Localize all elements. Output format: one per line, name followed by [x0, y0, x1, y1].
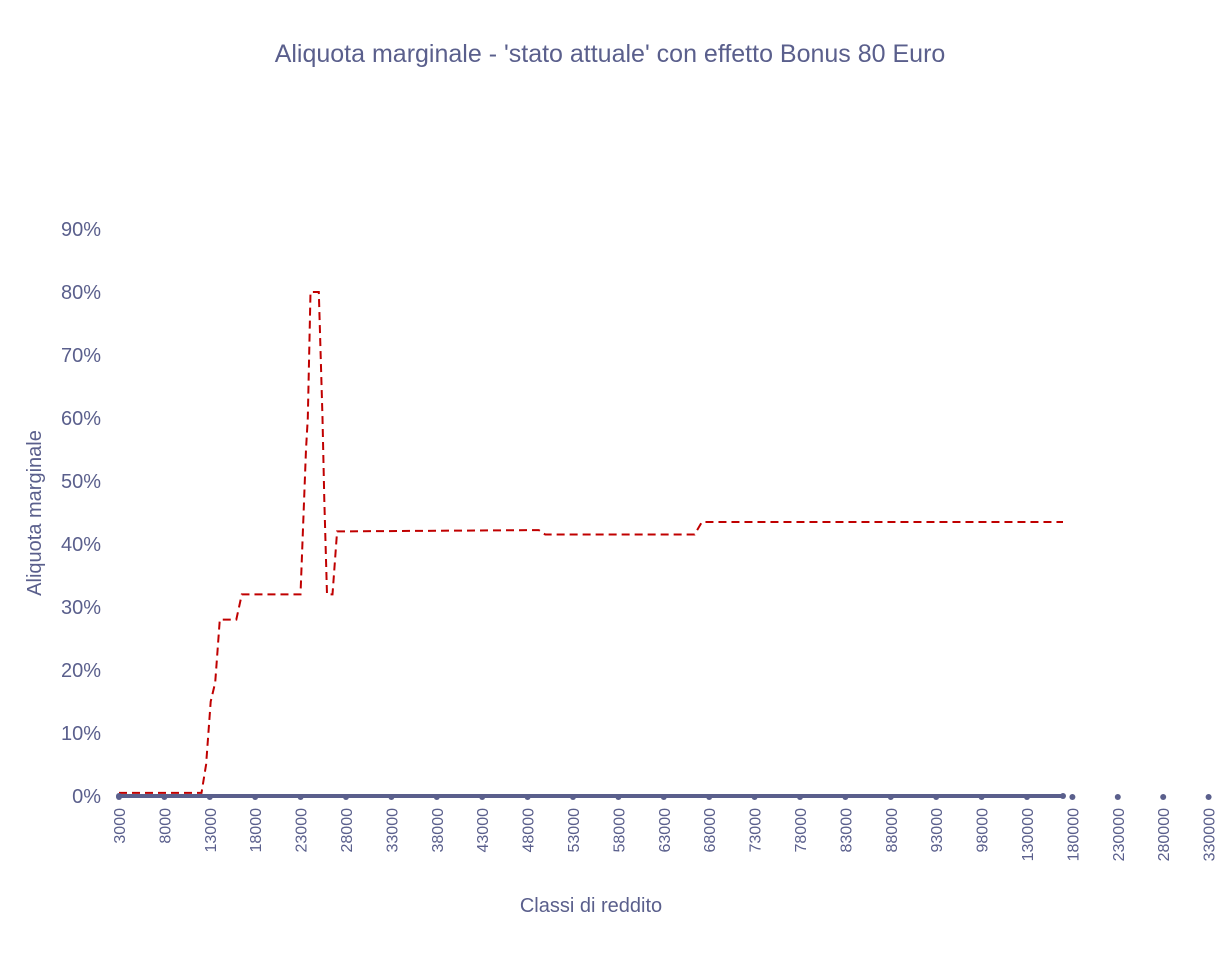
y-tick-label: 20%	[61, 660, 101, 682]
y-tick-label: 80%	[61, 282, 101, 304]
x-tick-label: 63000	[657, 808, 674, 853]
y-axis-label: Aliquota marginale	[24, 430, 46, 596]
y-tick-label: 30%	[61, 597, 101, 619]
x-tick-label: 88000	[884, 808, 901, 853]
x-tick-label: 68000	[702, 808, 719, 853]
y-tick-label: 70%	[61, 345, 101, 367]
x-tick-label: 98000	[975, 808, 992, 853]
y-tick-label: 60%	[61, 408, 101, 430]
x-tick-label: 180000	[1065, 808, 1082, 861]
x-axis-ticks: 3000 8000 13000 18000 23000 28000 33000 38000 43…	[112, 794, 1219, 861]
x-tick-mark	[1160, 794, 1167, 800]
y-tick-label: 0%	[72, 786, 101, 808]
x-tick-label: 230000	[1111, 808, 1128, 861]
x-tick-label: 73000	[748, 808, 765, 853]
x-tick-label: 18000	[248, 808, 265, 853]
x-tick-mark	[1114, 794, 1121, 800]
baseline-marker	[1060, 793, 1066, 799]
x-tick-label: 28000	[339, 808, 356, 853]
x-tick-label: 280000	[1156, 808, 1173, 861]
y-axis-ticks: 0% 10% 20% 30% 40% 50% 60% 70% 80% 90%	[61, 219, 101, 808]
y-tick-label: 90%	[61, 219, 101, 241]
x-tick-label: 8000	[157, 808, 174, 844]
x-axis-label: Classi di reddito	[520, 895, 662, 917]
x-tick-label: 33000	[384, 808, 401, 853]
x-tick-label: 23000	[294, 808, 311, 853]
x-tick-mark	[1205, 794, 1212, 800]
series-layer	[116, 291, 1066, 799]
x-tick-label: 53000	[566, 808, 583, 853]
x-tick-label: 330000	[1202, 808, 1219, 861]
marginal-rate-line	[119, 291, 1063, 794]
x-tick-label: 48000	[521, 808, 538, 853]
x-tick-label: 83000	[838, 808, 855, 853]
chart-title: Aliquota marginale - 'stato attuale' con…	[274, 40, 946, 68]
y-tick-label: 10%	[61, 723, 101, 745]
x-tick-label: 78000	[793, 808, 810, 853]
y-tick-label: 50%	[61, 471, 101, 493]
x-tick-mark	[1069, 794, 1076, 800]
y-tick-label: 40%	[61, 534, 101, 556]
x-tick-label: 3000	[112, 808, 129, 844]
x-tick-label: 38000	[430, 808, 447, 853]
x-tick-label: 13000	[203, 808, 220, 853]
baseline-marker	[116, 793, 122, 799]
x-tick-label: 93000	[929, 808, 946, 853]
x-tick-label: 43000	[475, 808, 492, 853]
x-tick-label: 58000	[611, 808, 628, 853]
x-tick-label: 130000	[1020, 808, 1037, 861]
